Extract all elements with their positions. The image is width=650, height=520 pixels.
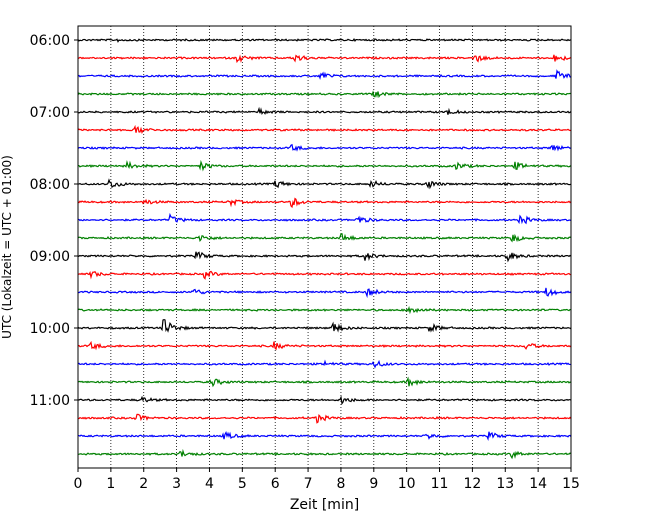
x-gridlines <box>110 26 539 468</box>
trace-1145 <box>77 448 572 460</box>
x-tick-label: 14 <box>529 476 547 492</box>
trace-1115 <box>77 413 572 424</box>
y-axis-ticks: 06:00 07:00 08:00 09:00 10:00 11:00 <box>30 33 78 409</box>
trace-0715 <box>77 124 572 135</box>
trace-0730 <box>77 143 572 152</box>
x-tick-label: 10 <box>398 476 416 492</box>
x-tick-label: 15 <box>562 476 580 492</box>
x-tick-label: 9 <box>369 476 378 492</box>
trace-0830 <box>77 212 572 225</box>
trace-0900 <box>77 251 572 263</box>
trace-0745 <box>77 159 572 172</box>
trace-0945 <box>77 305 572 315</box>
y-tick-label: 08:00 <box>30 177 70 193</box>
x-axis-label: Zeit [min] <box>290 497 359 513</box>
trace-1130 <box>77 431 572 441</box>
x-tick-label: 5 <box>238 476 247 492</box>
y-tick-label: 09:00 <box>30 249 70 265</box>
y-axis-label: UTC (Lokalzeit = UTC + 01:00) <box>0 155 14 339</box>
x-tick-label: 1 <box>106 476 115 492</box>
trace-1100 <box>77 395 572 406</box>
x-axis-ticks: 0 1 2 3 4 5 6 7 8 9 10 11 12 13 14 15 <box>74 468 580 492</box>
trace-0930 <box>77 287 572 299</box>
x-tick-label: 2 <box>139 476 148 492</box>
y-tick-label: 06:00 <box>30 33 70 49</box>
x-tick-label: 13 <box>496 476 514 492</box>
trace-1030 <box>77 359 572 369</box>
y-tick-label: 10:00 <box>30 321 70 337</box>
trace-0815 <box>77 197 572 209</box>
x-tick-label: 12 <box>463 476 481 492</box>
x-tick-label: 8 <box>336 476 345 492</box>
x-tick-label: 0 <box>74 476 83 492</box>
trace-0915 <box>77 270 572 280</box>
trace-0645 <box>77 90 572 99</box>
y-tick-label: 11:00 <box>30 393 70 409</box>
x-tick-label: 4 <box>205 476 214 492</box>
trace-0630 <box>77 69 572 81</box>
plot-frame <box>77 25 572 469</box>
trace-0800 <box>77 178 572 190</box>
y-tick-label: 07:00 <box>30 105 70 121</box>
trace-1045 <box>77 376 572 388</box>
x-tick-label: 7 <box>304 476 313 492</box>
trace-1000 <box>77 318 572 333</box>
trace-0845 <box>77 233 572 243</box>
x-tick-label: 11 <box>431 476 449 492</box>
trace-1015 <box>77 340 572 351</box>
x-tick-label: 3 <box>172 476 181 492</box>
trace-0615 <box>77 54 572 64</box>
trace-0600 <box>77 38 572 43</box>
trace-0700 <box>77 106 572 116</box>
seismic-traces <box>77 38 572 460</box>
x-tick-label: 6 <box>271 476 280 492</box>
